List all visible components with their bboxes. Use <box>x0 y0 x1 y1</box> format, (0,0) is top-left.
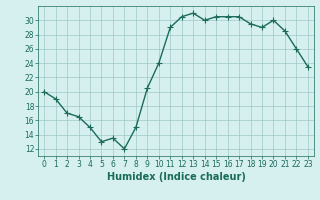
X-axis label: Humidex (Indice chaleur): Humidex (Indice chaleur) <box>107 172 245 182</box>
